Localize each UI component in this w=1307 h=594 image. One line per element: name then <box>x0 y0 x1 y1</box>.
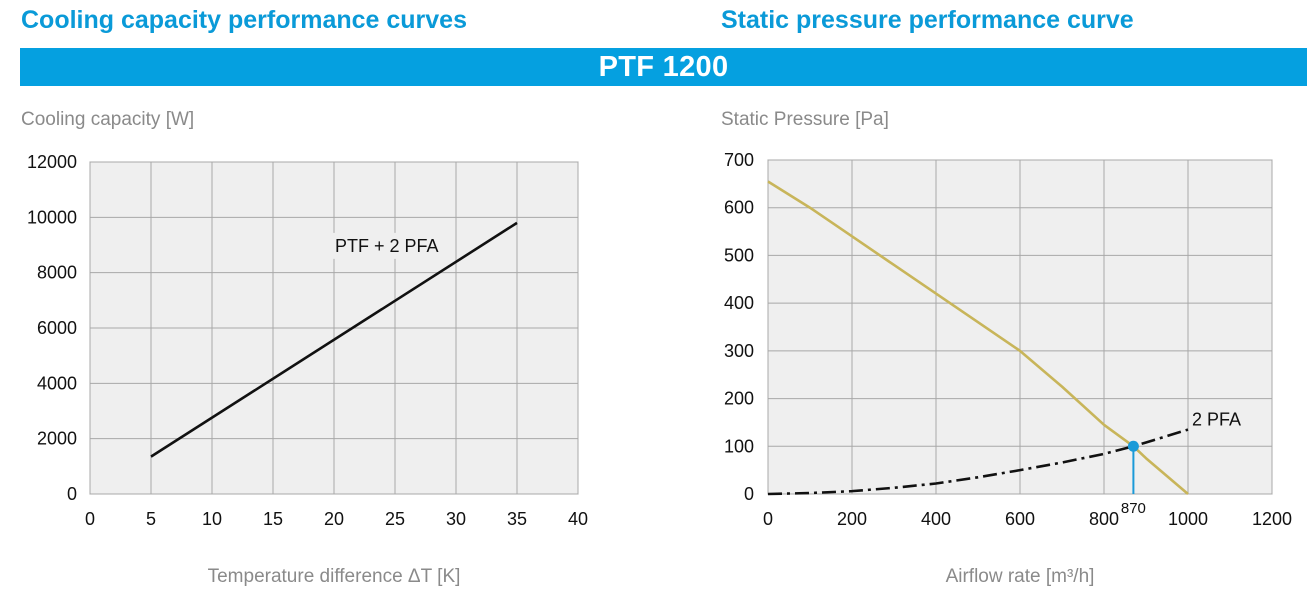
pressure-y-tick-label: 400 <box>724 293 754 313</box>
pressure-y-tick-label: 200 <box>724 389 754 409</box>
cooling-y-axis-title: Cooling capacity [W] <box>21 109 194 130</box>
pressure-x-tick-label: 1000 <box>1168 509 1208 529</box>
pressure-y-tick-label: 600 <box>724 198 754 218</box>
cooling-y-tick-label: 6000 <box>37 318 77 338</box>
pressure-y-tick-label: 300 <box>724 341 754 361</box>
cooling-x-tick-label: 20 <box>324 509 344 529</box>
cooling-x-tick-label: 10 <box>202 509 222 529</box>
pressure-x-tick-label: 600 <box>1005 509 1035 529</box>
cooling-y-tick-label: 2000 <box>37 429 77 449</box>
pressure-x-tick-label: 400 <box>921 509 951 529</box>
cooling-y-tick-label: 10000 <box>27 207 77 227</box>
system-curve-label: 2 PFA <box>1192 410 1241 430</box>
pressure-y-tick-label: 0 <box>744 484 754 504</box>
cooling-y-tick-label: 8000 <box>37 263 77 283</box>
cooling-series-label: PTF + 2 PFA <box>335 236 439 256</box>
cooling-x-tick-label: 25 <box>385 509 405 529</box>
pressure-y-tick-label: 500 <box>724 245 754 265</box>
pressure-y-tick-label: 100 <box>724 436 754 456</box>
cooling-x-tick-label: 30 <box>446 509 466 529</box>
model-band: PTF 1200 <box>20 48 1307 86</box>
cooling-y-tick-label: 4000 <box>37 373 77 393</box>
cooling-capacity-heading: Cooling capacity performance curves <box>21 6 467 34</box>
pressure-x-axis-title: Airflow rate [m³/h] <box>946 566 1095 587</box>
cooling-y-tick-label: 0 <box>67 484 77 504</box>
pressure-y-axis-title: Static Pressure [Pa] <box>721 109 889 130</box>
operating-point-marker <box>1127 440 1139 452</box>
operating-point-label: 870 <box>1121 500 1146 517</box>
cooling-series-line <box>150 221 518 458</box>
cooling-series-label-bg <box>331 232 449 259</box>
cooling-x-tick-label: 40 <box>568 509 588 529</box>
cooling-x-tick-label: 15 <box>263 509 283 529</box>
cooling-y-tick-label: 12000 <box>27 152 77 172</box>
pressure-x-tick-label: 0 <box>763 509 773 529</box>
static-pressure-heading: Static pressure performance curve <box>721 6 1134 34</box>
cooling-x-tick-label: 0 <box>85 509 95 529</box>
cooling-x-tick-label: 5 <box>146 509 156 529</box>
cooling-x-tick-label: 35 <box>507 509 527 529</box>
pressure-x-tick-label: 1200 <box>1252 509 1292 529</box>
pressure-x-tick-label: 200 <box>837 509 867 529</box>
pressure-y-tick-label: 700 <box>724 150 754 170</box>
cooling-x-axis-title: Temperature difference ΔT [K] <box>208 566 461 587</box>
pressure-x-tick-label: 800 <box>1089 509 1119 529</box>
